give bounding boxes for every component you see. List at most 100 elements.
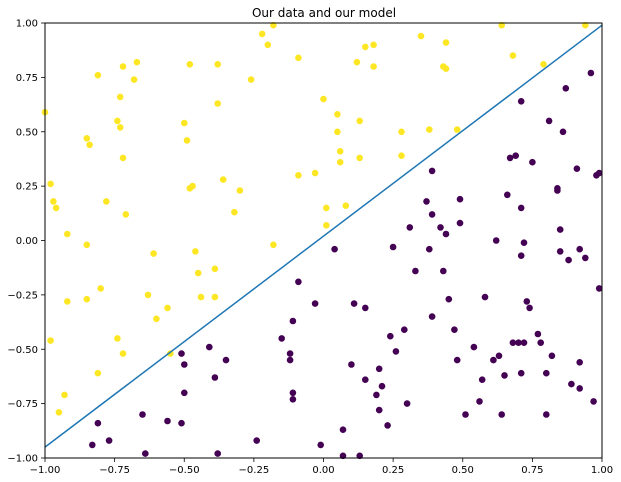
scatter-point-1-15 — [278, 335, 286, 342]
scatter-point-0-79 — [540, 61, 547, 68]
scatter-point-0-54 — [311, 169, 319, 177]
scatter-point-0-12 — [83, 295, 91, 303]
scatter-point-0-67 — [370, 63, 377, 70]
scatter-point-1-91 — [559, 128, 567, 136]
scatter-point-1-58 — [470, 343, 478, 351]
scatter-point-1-28 — [350, 300, 358, 307]
scatter-point-1-22 — [311, 300, 319, 307]
scatter-point-1-99 — [582, 254, 589, 262]
scatter-point-1-76 — [520, 239, 528, 246]
scatter-point-1-92 — [562, 85, 570, 92]
scatter-point-1-36 — [384, 422, 391, 429]
scatter-point-1-7 — [178, 350, 185, 357]
scatter-point-0-65 — [356, 154, 364, 162]
scatter-point-1-64 — [495, 352, 503, 360]
scatter-point-0-24 — [119, 350, 127, 357]
scatter-point-1-93 — [565, 256, 572, 264]
chart-title: Our data and our model — [252, 6, 396, 20]
scatter-point-1-86 — [548, 352, 556, 360]
scatter-point-0-11 — [83, 241, 91, 249]
scatter-point-1-10 — [206, 343, 213, 351]
scatter-point-1-24 — [331, 245, 338, 253]
scatter-point-1-90 — [556, 226, 564, 233]
scatter-point-0-55 — [320, 95, 327, 103]
scatter-point-0-47 — [247, 76, 255, 83]
scatter-point-0-76 — [453, 126, 461, 133]
scatter-point-1-34 — [375, 365, 383, 373]
scatter-point-0-1 — [47, 180, 54, 188]
scatter-point-1-85 — [545, 117, 553, 125]
scatter-point-1-88 — [554, 187, 561, 194]
x-tick-label-8: 1.00 — [591, 465, 613, 476]
x-tick-label-3: −0.25 — [239, 465, 270, 476]
scatter-point-1-19 — [289, 389, 297, 397]
scatter-point-0-4 — [47, 337, 54, 344]
scatter-point-1-38 — [389, 243, 397, 251]
scatter-point-1-31 — [362, 376, 369, 384]
scatter-point-1-81 — [534, 330, 542, 338]
y-tick-label-7: 0.75 — [16, 73, 38, 84]
scatter-point-0-10 — [86, 141, 93, 149]
scatter-point-1-94 — [568, 380, 575, 388]
scatter-point-1-32 — [373, 391, 380, 399]
scatter-point-1-72 — [517, 369, 525, 377]
scatter-point-0-13 — [94, 71, 102, 79]
scatter-point-0-29 — [153, 315, 160, 323]
scatter-point-0-3 — [52, 204, 60, 212]
scatter-point-1-65 — [498, 411, 506, 418]
scatter-point-1-25 — [339, 426, 347, 434]
scatter-point-0-6 — [61, 391, 68, 399]
scatter-point-0-32 — [181, 119, 188, 127]
x-tick-label-6: 0.50 — [452, 465, 474, 476]
scatter-point-1-9 — [181, 389, 188, 397]
scatter-point-0-22 — [122, 211, 130, 218]
y-tick-label-5: 0.25 — [16, 182, 38, 193]
scatter-point-1-44 — [423, 198, 430, 205]
scatter-point-0-31 — [167, 350, 174, 357]
scatter-point-0-7 — [64, 230, 71, 238]
scatter-point-1-0 — [89, 441, 96, 449]
scatter-point-0-80 — [582, 21, 589, 29]
scatter-layer — [41, 21, 603, 460]
scatter-point-1-47 — [428, 211, 436, 218]
y-tick-label-6: 0.50 — [16, 127, 38, 138]
scatter-point-1-60 — [478, 376, 486, 384]
scatter-point-0-33 — [183, 137, 191, 144]
scatter-point-1-39 — [392, 348, 400, 355]
scatter-point-0-5 — [55, 409, 63, 416]
scatter-point-1-55 — [456, 195, 464, 203]
scatter-point-1-20 — [289, 396, 297, 403]
scatter-point-1-41 — [403, 400, 411, 407]
scatter-point-0-27 — [144, 291, 152, 299]
scatter-point-1-45 — [426, 245, 433, 253]
scatter-point-1-46 — [428, 313, 436, 320]
scatter-point-0-78 — [509, 52, 517, 59]
scatter-point-1-3 — [139, 411, 146, 418]
scatter-point-0-51 — [270, 241, 277, 249]
scatter-point-0-38 — [194, 269, 202, 277]
scatter-point-1-74 — [517, 204, 525, 212]
y-tick-label-4: 0.00 — [16, 236, 38, 247]
y-tick-label-8: 1.00 — [16, 19, 38, 30]
x-tick-label-7: 0.75 — [521, 465, 543, 476]
scatter-point-1-57 — [462, 411, 469, 418]
scatter-point-0-66 — [362, 43, 369, 51]
x-tick-label-4: 0.00 — [312, 465, 334, 476]
scatter-point-0-18 — [116, 124, 124, 131]
scatter-point-0-48 — [258, 30, 266, 38]
scatter-point-1-5 — [164, 417, 171, 425]
y-tick-label-3: −0.25 — [7, 290, 38, 301]
scatter-point-1-21 — [295, 278, 302, 286]
scatter-point-0-74 — [442, 65, 450, 72]
scatter-point-0-30 — [164, 304, 171, 312]
scatter-point-0-39 — [197, 293, 205, 301]
scatter-point-0-42 — [214, 61, 221, 68]
scatter-point-1-78 — [523, 298, 531, 305]
scatter-point-0-8 — [64, 298, 71, 305]
scatter-point-1-70 — [515, 339, 522, 347]
scatter-point-0-58 — [334, 111, 341, 118]
scatter-point-0-57 — [323, 204, 330, 212]
scatter-point-0-26 — [133, 58, 141, 66]
scatter-point-1-66 — [501, 372, 508, 379]
